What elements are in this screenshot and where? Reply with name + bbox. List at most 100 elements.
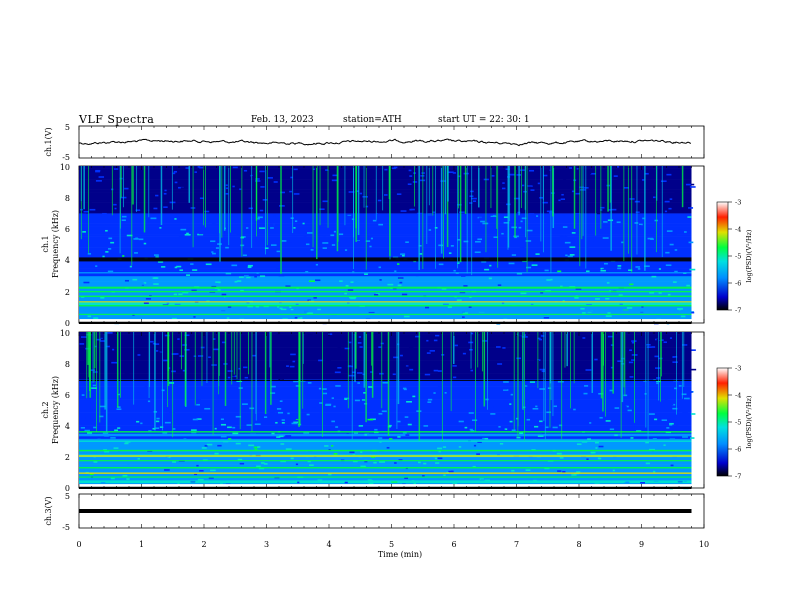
spectrum-speckle xyxy=(153,477,157,480)
spectrum-speckle xyxy=(532,203,536,205)
spectrum-speckle xyxy=(510,412,516,415)
spectrum-speckle xyxy=(357,382,360,384)
spectrum-speckle xyxy=(204,445,208,447)
spectrum-baseline xyxy=(79,321,692,324)
spectrum-speckle xyxy=(220,418,224,421)
time-tick-label-1: 1 xyxy=(139,540,144,549)
spectrum-speckle xyxy=(511,469,515,472)
spectrum-speckle xyxy=(555,303,561,306)
spectrum-speckle xyxy=(198,232,203,235)
ch2-spec-ytick-2: 2 xyxy=(65,453,70,462)
spectrum-speckle xyxy=(117,406,121,408)
spectrum-speckle xyxy=(312,244,317,246)
spectrum-speckle xyxy=(561,445,566,448)
sferic-streak xyxy=(579,166,581,267)
spectrum-speckle xyxy=(285,435,292,437)
spectrum-speckle xyxy=(405,365,409,367)
spectrum-speckle xyxy=(427,398,433,401)
sferic-streak xyxy=(302,332,304,409)
spectrum-speckle xyxy=(405,434,410,436)
spectrum-speckle xyxy=(418,244,422,247)
spectrum-speckle xyxy=(533,241,536,244)
spectrum-speckle xyxy=(347,434,350,436)
spectrum-band xyxy=(79,302,692,305)
spectrum-speckle xyxy=(270,227,274,229)
spectrum-speckle xyxy=(191,460,197,463)
spectrum-speckle xyxy=(147,400,151,403)
spectrum-speckle xyxy=(516,452,520,454)
spectrum-speckle xyxy=(503,381,509,383)
sferic-streak xyxy=(80,166,82,240)
spectrum-speckle xyxy=(127,464,130,467)
spectrum-speckle xyxy=(300,183,306,185)
spectrum-speckle xyxy=(257,216,263,219)
spectrum-speckle xyxy=(199,197,204,200)
sferic-streak xyxy=(382,166,384,211)
spectrum-speckle xyxy=(184,349,190,351)
spectrum-speckle xyxy=(458,447,463,449)
spectrum-speckle xyxy=(332,414,336,416)
spectrum-speckle xyxy=(571,224,574,227)
spectrum-band xyxy=(79,399,692,403)
spectrum-speckle xyxy=(515,417,519,420)
spectrum-speckle xyxy=(688,207,694,209)
ch1-waveform-trace xyxy=(78,138,692,147)
spectrum-speckle xyxy=(289,190,292,193)
sferic-streak xyxy=(537,332,539,389)
spectrum-speckle xyxy=(489,264,492,267)
spectrum-speckle xyxy=(155,420,160,423)
spectrum-speckle xyxy=(680,284,686,286)
spectrum-speckle xyxy=(230,447,234,450)
spectrum-band xyxy=(79,352,692,356)
spectrum-speckle xyxy=(421,230,428,233)
spectrum-speckle xyxy=(586,270,590,273)
spectrum-speckle xyxy=(622,211,628,214)
spectrum-speckle xyxy=(541,370,545,373)
spectrum-speckle xyxy=(478,217,482,219)
spectrum-speckle xyxy=(117,427,121,429)
spectrum-band xyxy=(79,391,692,395)
sferic-streak xyxy=(426,166,428,244)
spectrum-speckle xyxy=(578,263,582,266)
spectrum-speckle xyxy=(237,458,243,461)
spectrum-speckle xyxy=(505,481,511,483)
sferic-streak xyxy=(447,166,449,202)
spectrum-speckle xyxy=(378,346,382,348)
spectrum-speckle xyxy=(127,387,131,390)
spectrum-speckle xyxy=(406,400,412,403)
spectrum-speckle xyxy=(511,304,517,306)
spectrum-speckle xyxy=(575,192,581,195)
spectrum-speckle xyxy=(433,392,436,394)
sferic-streak xyxy=(645,332,647,428)
ch1-spectrogram-panel: 0 2 4 6 8 10 ch.1 Frequency (kHz) xyxy=(41,163,705,328)
spectrum-speckle xyxy=(490,215,497,218)
spectrum-speckle xyxy=(388,424,392,427)
spectrum-speckle xyxy=(155,350,159,352)
spectrum-speckle xyxy=(680,315,686,318)
spectrum-speckle xyxy=(196,464,199,467)
spectrum-speckle xyxy=(486,445,491,448)
spectrum-speckle xyxy=(110,477,115,480)
spectrum-speckle xyxy=(334,371,341,374)
spectrum-speckle xyxy=(126,478,130,480)
sferic-streak xyxy=(471,166,473,276)
spectrum-speckle xyxy=(108,414,112,416)
spectrum-speckle xyxy=(481,249,487,251)
spectrum-band xyxy=(79,231,692,235)
spectrum-speckle xyxy=(232,432,239,435)
spectrum-speckle xyxy=(400,239,404,242)
sferic-streak xyxy=(270,332,272,405)
spectrum-speckle xyxy=(368,386,373,388)
spectrum-speckle xyxy=(211,182,217,184)
spectrum-speckle xyxy=(199,332,204,335)
spectrum-speckle xyxy=(216,230,219,233)
spectrum-speckle xyxy=(562,300,565,302)
spectrum-speckle xyxy=(324,445,329,447)
spectrum-speckle xyxy=(529,169,535,172)
ch1-ylabel: ch.1(V) xyxy=(44,127,53,156)
spectrum-line xyxy=(79,313,692,315)
spectrum-speckle xyxy=(627,409,632,412)
spectrum-line xyxy=(79,286,692,289)
spectrum-speckle xyxy=(401,373,406,376)
